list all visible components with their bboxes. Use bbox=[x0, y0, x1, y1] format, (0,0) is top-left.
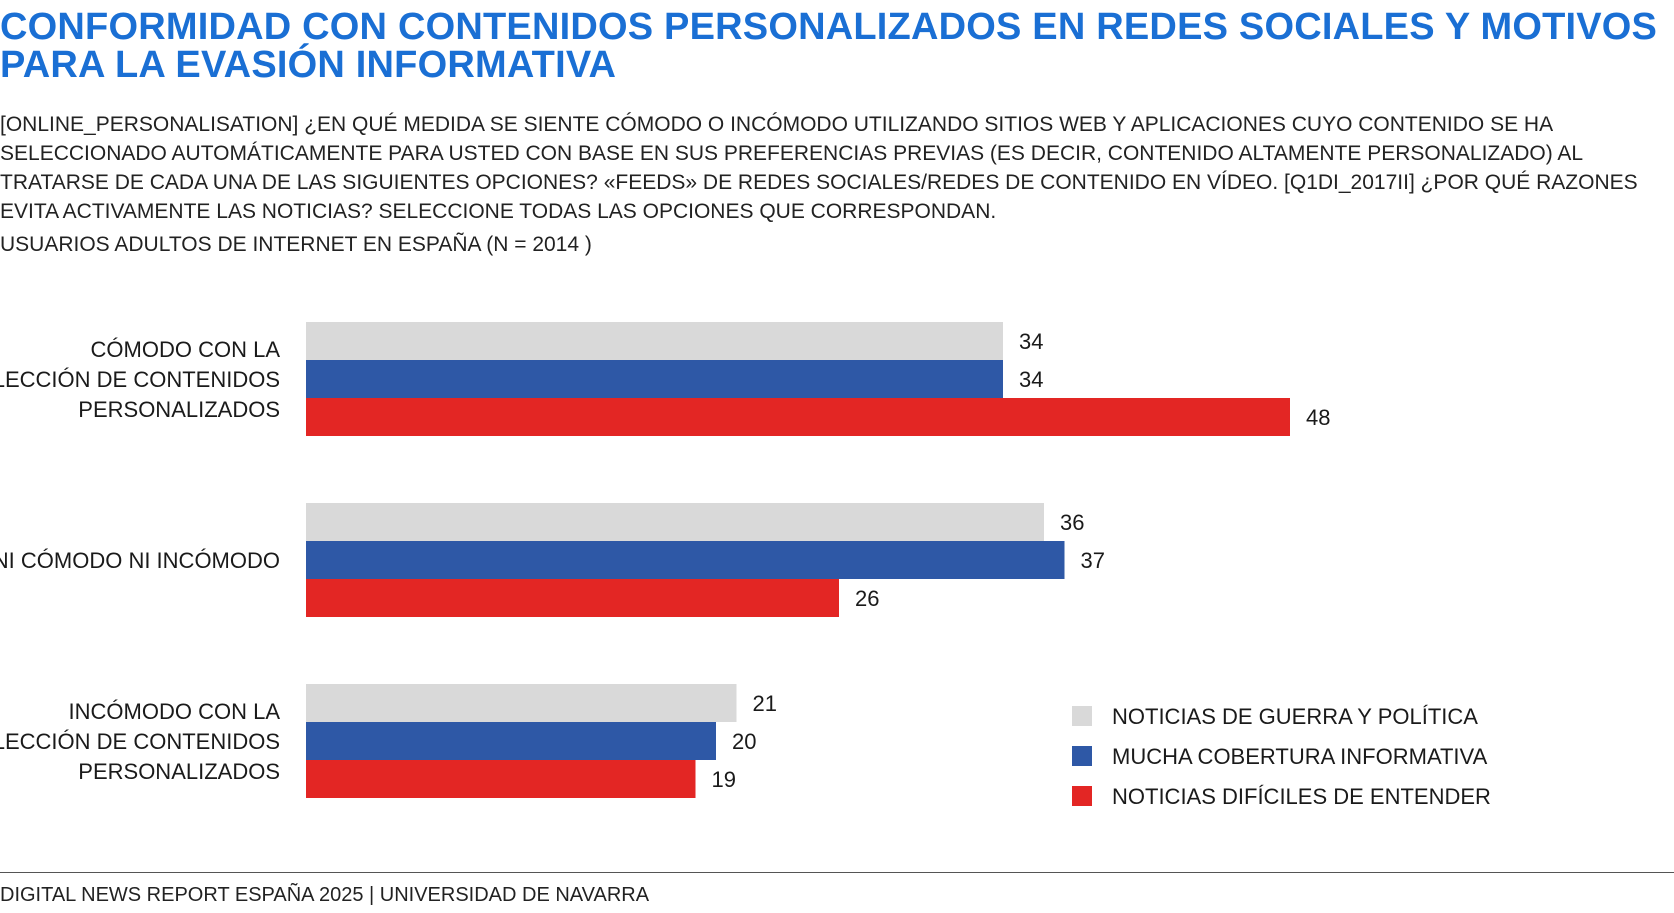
legend-label-3: NOTICIAS DIFÍCILES DE ENTENDER bbox=[1112, 784, 1491, 809]
category-label-2-line-1: NI CÓMODO NI INCÓMODO bbox=[0, 548, 280, 573]
bar-3-series-1 bbox=[306, 684, 737, 722]
legend-label-1: NOTICIAS DE GUERRA Y POLÍTICA bbox=[1112, 704, 1478, 729]
value-label-1-series-1: 34 bbox=[1019, 329, 1043, 354]
category-label-3-line-3: PERSONALIZADOS bbox=[78, 759, 280, 784]
value-label-1-series-3: 48 bbox=[1306, 405, 1330, 430]
value-label-2-series-1: 36 bbox=[1060, 510, 1084, 535]
footer-divider bbox=[0, 872, 1674, 873]
chart-sample-note: USUARIOS ADULTOS DE INTERNET EN ESPAÑA (… bbox=[0, 233, 592, 256]
legend-swatch-2 bbox=[1072, 746, 1092, 766]
bar-3-series-3 bbox=[306, 760, 696, 798]
legend-swatch-3 bbox=[1072, 786, 1092, 806]
category-label-3-line-1: INCÓMODO CON LA bbox=[69, 699, 281, 724]
bar-1-series-1 bbox=[306, 322, 1003, 360]
bar-2-series-1 bbox=[306, 503, 1044, 541]
legend-swatch-1 bbox=[1072, 706, 1092, 726]
footer-credit: DIGITAL NEWS REPORT ESPAÑA 2025 | UNIVER… bbox=[0, 884, 650, 906]
value-label-1-series-2: 34 bbox=[1019, 367, 1043, 392]
category-label-1-line-3: PERSONALIZADOS bbox=[78, 397, 280, 422]
category-label-1-line-2: SELECCIÓN DE CONTENIDOS bbox=[0, 367, 280, 392]
bar-1-series-3 bbox=[306, 398, 1290, 436]
legend-label-2: MUCHA COBERTURA INFORMATIVA bbox=[1112, 744, 1488, 769]
value-label-2-series-2: 37 bbox=[1081, 548, 1105, 573]
chart-title: CONFORMIDAD CON CONTENIDOS PERSONALIZADO… bbox=[0, 6, 1658, 86]
bar-2-series-3 bbox=[306, 579, 839, 617]
bar-chart: CÓMODO CON LA SELECCIÓN DE CONTENIDOS PERS… bbox=[0, 322, 1491, 809]
value-label-2-series-3: 26 bbox=[855, 586, 879, 611]
value-label-3-series-3: 19 bbox=[712, 767, 736, 792]
bar-1-series-2 bbox=[306, 360, 1003, 398]
value-label-3-series-2: 20 bbox=[732, 729, 756, 754]
value-label-3-series-1: 21 bbox=[753, 691, 777, 716]
category-label-1-line-1: CÓMODO CON LA bbox=[91, 337, 281, 362]
bar-2-series-2 bbox=[306, 541, 1065, 579]
bar-3-series-2 bbox=[306, 722, 716, 760]
chart-question: [ONLINE_PERSONALISATION] ¿EN QUÉ MEDIDA … bbox=[0, 113, 1638, 223]
category-label-3-line-2: SELECCIÓN DE CONTENIDOS bbox=[0, 729, 280, 754]
